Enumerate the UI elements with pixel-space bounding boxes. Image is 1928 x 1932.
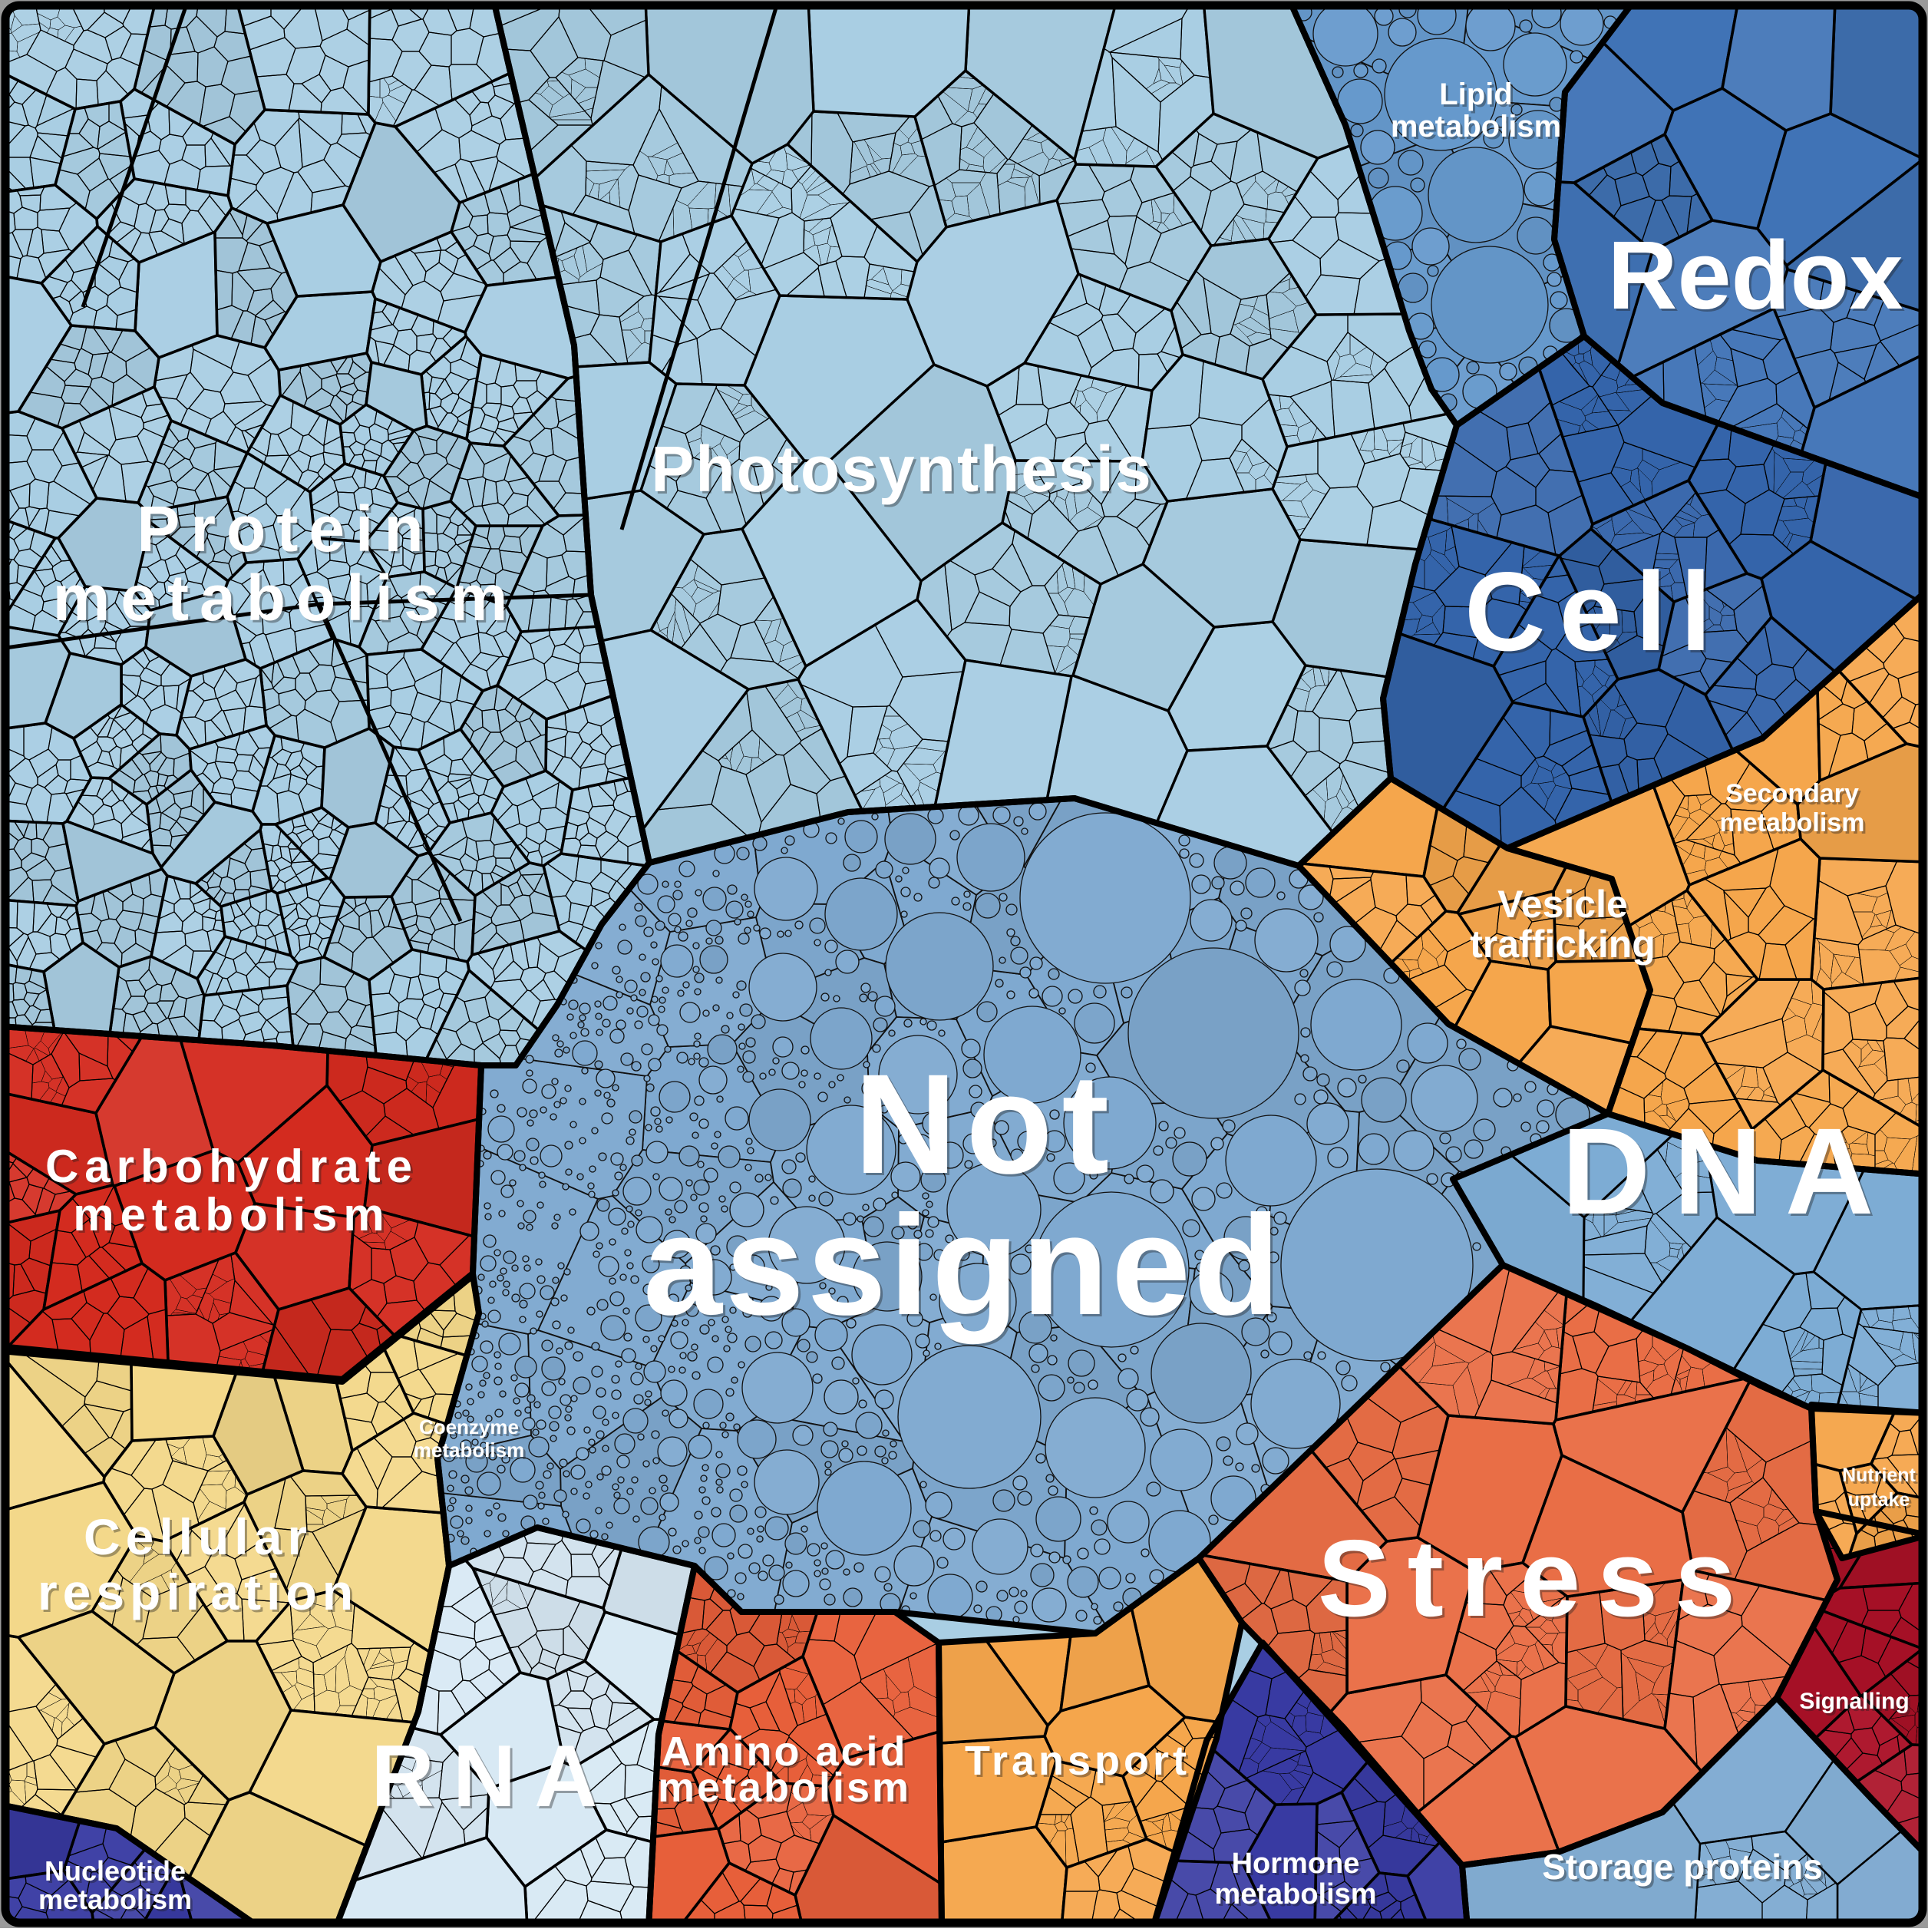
svg-text:Nucleotide: Nucleotide — [47, 1858, 188, 1889]
svg-text:Carbohydrate: Carbohydrate — [45, 1141, 418, 1192]
svg-text:Coenzyme: Coenzyme — [419, 1415, 519, 1438]
svg-text:metabolism: metabolism — [1393, 112, 1563, 146]
svg-text:metabolism: metabolism — [660, 1767, 913, 1813]
svg-text:Protein: Protein — [137, 493, 434, 565]
svg-text:Nutrient: Nutrient — [1842, 1465, 1916, 1486]
svg-text:DNA: DNA — [1562, 1102, 1897, 1240]
svg-text:respiration: respiration — [38, 1564, 358, 1620]
svg-text:RNA: RNA — [371, 1728, 616, 1825]
svg-text:Cell: Cell — [1467, 551, 1728, 676]
svg-text:metabolism: metabolism — [416, 1441, 527, 1464]
svg-text:Not: Not — [854, 1045, 1118, 1204]
svg-text:assigned: assigned — [643, 1187, 1283, 1345]
svg-text:metabolism: metabolism — [658, 1765, 911, 1811]
svg-text:metabolism: metabolism — [55, 564, 521, 636]
svg-text:Coenzyme: Coenzyme — [421, 1418, 521, 1441]
svg-text:metabolism: metabolism — [38, 1884, 192, 1915]
svg-text:DNA: DNA — [1564, 1105, 1900, 1242]
svg-text:Cell: Cell — [1464, 549, 1725, 674]
svg-text:Lipid: Lipid — [1439, 78, 1513, 111]
svg-text:Storage proteins: Storage proteins — [1542, 1847, 1823, 1887]
svg-text:metabolism: metabolism — [414, 1438, 525, 1461]
svg-text:Vesicle: Vesicle — [1497, 883, 1628, 926]
svg-text:Transport: Transport — [965, 1738, 1190, 1784]
svg-text:Redox: Redox — [1609, 223, 1905, 332]
svg-text:Cellular: Cellular — [86, 1511, 315, 1567]
svg-text:Cellular: Cellular — [84, 1508, 312, 1565]
svg-text:Storage proteins: Storage proteins — [1544, 1849, 1825, 1889]
svg-text:Stress: Stress — [1318, 1518, 1752, 1640]
svg-text:Hormone: Hormone — [1232, 1848, 1360, 1880]
svg-text:Redox: Redox — [1607, 221, 1903, 329]
svg-text:Photosynthesis: Photosynthesis — [653, 435, 1154, 507]
svg-text:metabolism: metabolism — [1722, 811, 1867, 840]
svg-text:Signalling: Signalling — [1799, 1689, 1909, 1714]
svg-text:RNA: RNA — [374, 1730, 619, 1828]
svg-text:Carbohydrate: Carbohydrate — [48, 1143, 421, 1194]
svg-text:metabolism: metabolism — [1720, 808, 1865, 837]
svg-text:Secondary: Secondary — [1728, 781, 1861, 811]
svg-text:Hormone: Hormone — [1234, 1850, 1362, 1882]
svg-text:metabolism: metabolism — [73, 1189, 390, 1240]
svg-text:Stress: Stress — [1320, 1520, 1755, 1642]
svg-text:metabolism: metabolism — [75, 1191, 392, 1243]
svg-text:Lipid: Lipid — [1441, 80, 1515, 114]
svg-text:respiration: respiration — [40, 1566, 361, 1623]
svg-text:trafficking: trafficking — [1472, 925, 1658, 968]
svg-text:Vesicle: Vesicle — [1500, 885, 1630, 928]
svg-text:Not: Not — [857, 1048, 1121, 1206]
svg-text:Nutrient: Nutrient — [1844, 1467, 1919, 1488]
svg-text:metabolism: metabolism — [1214, 1878, 1376, 1911]
svg-text:metabolism: metabolism — [1217, 1881, 1378, 1913]
svg-text:uptake: uptake — [1848, 1489, 1910, 1511]
svg-text:Protein: Protein — [139, 495, 436, 567]
svg-text:Amino acid: Amino acid — [663, 1731, 910, 1777]
svg-text:Photosynthesis: Photosynthesis — [651, 433, 1152, 505]
svg-text:uptake: uptake — [1850, 1491, 1913, 1513]
svg-text:metabolism: metabolism — [53, 562, 519, 634]
svg-text:assigned: assigned — [645, 1189, 1286, 1347]
svg-text:Secondary: Secondary — [1725, 779, 1859, 808]
svg-text:Amino acid: Amino acid — [661, 1729, 907, 1775]
svg-text:Transport: Transport — [967, 1740, 1193, 1786]
svg-text:metabolism: metabolism — [1391, 110, 1561, 144]
svg-text:metabolism: metabolism — [41, 1886, 194, 1917]
svg-text:Nucleotide: Nucleotide — [45, 1855, 186, 1887]
svg-text:Signalling: Signalling — [1801, 1691, 1911, 1716]
svg-text:trafficking: trafficking — [1470, 923, 1656, 966]
